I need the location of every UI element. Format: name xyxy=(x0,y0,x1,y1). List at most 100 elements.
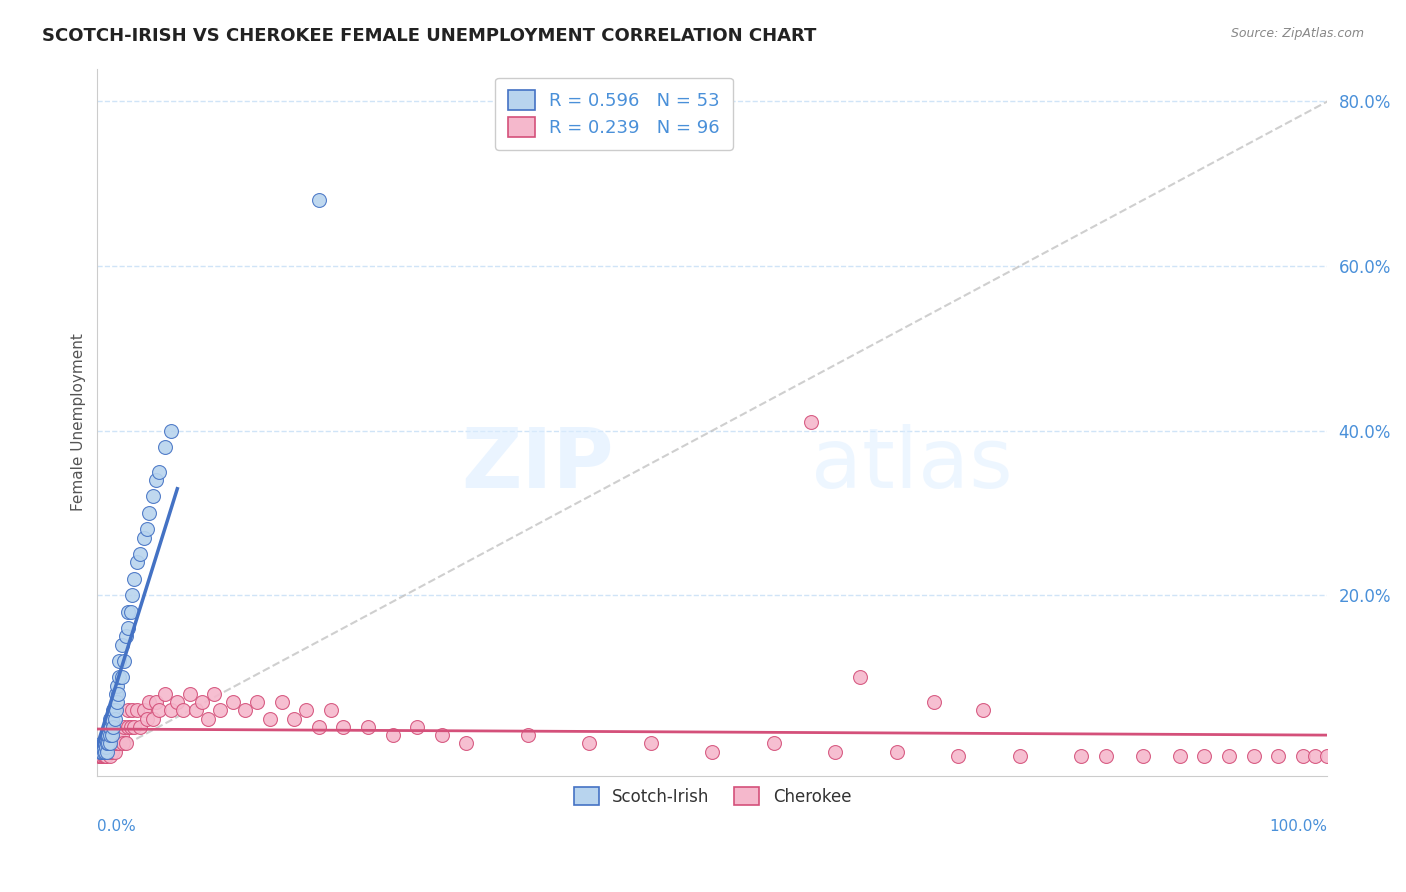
Point xyxy=(111,670,134,684)
Point xyxy=(197,712,219,726)
Point xyxy=(202,687,225,701)
Point xyxy=(184,703,207,717)
Point xyxy=(91,744,114,758)
Point xyxy=(283,712,305,726)
Point xyxy=(93,748,115,763)
Point xyxy=(886,744,908,758)
Point xyxy=(93,740,115,755)
Point xyxy=(117,605,139,619)
Point xyxy=(112,720,135,734)
Point xyxy=(117,703,139,717)
Point xyxy=(1095,748,1118,763)
Point xyxy=(191,695,214,709)
Point xyxy=(456,736,478,750)
Point xyxy=(800,415,823,429)
Point xyxy=(90,740,112,755)
Point xyxy=(308,720,330,734)
Text: ZIP: ZIP xyxy=(461,425,614,505)
Point xyxy=(172,703,194,717)
Point xyxy=(145,695,167,709)
Point xyxy=(1218,748,1240,763)
Point xyxy=(98,744,121,758)
Point xyxy=(849,670,872,684)
Point xyxy=(148,703,170,717)
Point xyxy=(103,736,125,750)
Point xyxy=(87,748,110,763)
Point xyxy=(107,728,129,742)
Point xyxy=(1243,748,1265,763)
Point xyxy=(117,720,139,734)
Point xyxy=(96,736,118,750)
Point xyxy=(90,740,112,755)
Point xyxy=(1303,748,1326,763)
Point xyxy=(111,728,134,742)
Point xyxy=(112,654,135,668)
Point xyxy=(93,740,115,755)
Text: SCOTCH-IRISH VS CHEROKEE FEMALE UNEMPLOYMENT CORRELATION CHART: SCOTCH-IRISH VS CHEROKEE FEMALE UNEMPLOY… xyxy=(42,27,817,45)
Text: 0.0%: 0.0% xyxy=(97,819,136,834)
Point xyxy=(96,728,118,742)
Point xyxy=(295,703,318,717)
Point xyxy=(153,440,176,454)
Point xyxy=(105,736,128,750)
Point xyxy=(112,736,135,750)
Point xyxy=(98,728,121,742)
Text: 100.0%: 100.0% xyxy=(1270,819,1327,834)
Point xyxy=(702,744,724,758)
Point xyxy=(97,728,120,742)
Point xyxy=(114,736,136,750)
Point xyxy=(132,531,155,545)
Point xyxy=(91,748,114,763)
Point xyxy=(101,712,124,726)
Point xyxy=(91,744,114,758)
Point xyxy=(94,748,117,763)
Point xyxy=(93,736,115,750)
Point xyxy=(357,720,380,734)
Point xyxy=(381,728,404,742)
Point xyxy=(972,703,994,717)
Point xyxy=(120,605,142,619)
Point xyxy=(270,695,292,709)
Legend: Scotch-Irish, Cherokee: Scotch-Irish, Cherokee xyxy=(562,775,863,817)
Point xyxy=(122,572,145,586)
Point xyxy=(98,712,121,726)
Point xyxy=(104,703,127,717)
Point xyxy=(125,703,148,717)
Point xyxy=(153,687,176,701)
Point xyxy=(578,736,600,750)
Point xyxy=(142,490,165,504)
Point xyxy=(114,629,136,643)
Point xyxy=(142,712,165,726)
Point xyxy=(233,703,256,717)
Point xyxy=(107,687,129,701)
Point xyxy=(166,695,188,709)
Point xyxy=(104,736,127,750)
Point xyxy=(138,506,160,520)
Point xyxy=(91,736,114,750)
Point xyxy=(98,736,121,750)
Point xyxy=(93,744,115,758)
Point xyxy=(121,703,143,717)
Point xyxy=(90,748,112,763)
Point xyxy=(97,744,120,758)
Point xyxy=(94,732,117,747)
Point xyxy=(1070,748,1092,763)
Point xyxy=(922,695,945,709)
Point xyxy=(104,687,127,701)
Point xyxy=(1168,748,1191,763)
Point xyxy=(640,736,662,750)
Point xyxy=(89,748,111,763)
Point xyxy=(1267,748,1289,763)
Point xyxy=(332,720,354,734)
Point xyxy=(103,720,125,734)
Point xyxy=(160,703,183,717)
Point xyxy=(98,736,121,750)
Point xyxy=(108,736,131,750)
Point xyxy=(1194,748,1216,763)
Point xyxy=(93,744,115,758)
Point xyxy=(824,744,846,758)
Text: Source: ZipAtlas.com: Source: ZipAtlas.com xyxy=(1230,27,1364,40)
Point xyxy=(125,555,148,569)
Point xyxy=(96,744,118,758)
Point xyxy=(516,728,538,742)
